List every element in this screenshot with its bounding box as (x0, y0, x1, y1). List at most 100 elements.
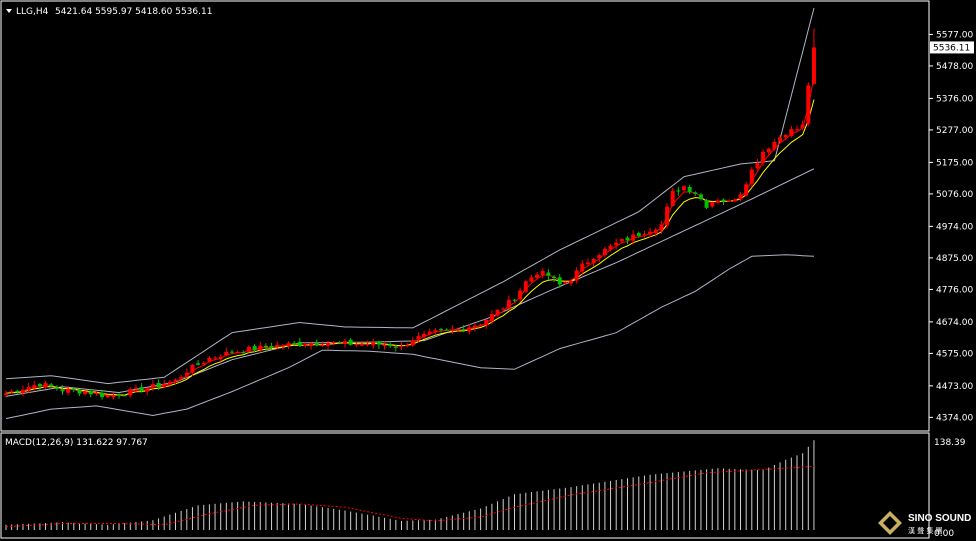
candle-body (71, 388, 76, 390)
symbol-label: LLG,H4 (16, 7, 49, 17)
macd-panel-frame (0, 432, 930, 539)
candle (66, 385, 71, 396)
candle-body (162, 384, 167, 388)
candle-body (66, 388, 71, 393)
candle-body (461, 329, 466, 331)
candle (326, 340, 331, 350)
price-tag-box (930, 41, 974, 54)
candle (772, 139, 777, 151)
candle (393, 344, 398, 352)
candle (811, 28, 816, 85)
current-price-tag: 5536.11 (930, 41, 974, 54)
candle-body (77, 390, 82, 394)
candle (670, 187, 675, 207)
macd-axis-bottom: 0.00 (934, 529, 954, 539)
candle-body (167, 381, 172, 385)
candle (461, 324, 466, 333)
candle-body (405, 345, 410, 347)
candle (608, 244, 613, 252)
candle-body (365, 344, 370, 346)
candle (546, 269, 551, 280)
candle (399, 342, 404, 351)
candle (738, 191, 743, 202)
candle (241, 350, 246, 354)
candle-body (444, 329, 449, 331)
candle-body (235, 351, 240, 353)
candle (60, 385, 65, 395)
candle-body (173, 379, 178, 382)
candle-body (732, 199, 737, 202)
candle-body (416, 335, 421, 340)
candle (167, 379, 172, 388)
candle-body (292, 343, 297, 345)
candle (585, 258, 590, 266)
candle (235, 350, 240, 354)
candle-body (439, 328, 444, 330)
candle-body (761, 151, 766, 163)
price-axis: 5577.00 5478.00 5376.00 5277.00 5175.00 5076.… (929, 30, 973, 423)
candle (778, 134, 783, 143)
logo-diamond-inner (883, 516, 897, 530)
candle (331, 341, 336, 346)
bb-upper-line (5, 7, 815, 385)
candle-body (670, 190, 675, 206)
candle (659, 220, 664, 235)
candle (359, 341, 364, 347)
candle-body (501, 308, 506, 310)
dropdown-arrow-icon[interactable] (6, 9, 12, 13)
candle-body (738, 194, 743, 200)
macd-indicator (5, 440, 815, 530)
candle (456, 327, 460, 333)
candle-body (179, 376, 184, 379)
candle (4, 390, 8, 398)
price-tick-label: 5277.00 (936, 126, 973, 136)
price-tick-label: 4674.00 (936, 318, 973, 328)
candle (320, 341, 325, 348)
candle (540, 268, 545, 279)
candle-body (665, 206, 670, 226)
candle-body (778, 137, 783, 142)
candle (789, 125, 794, 138)
candle (162, 379, 167, 388)
candle (501, 307, 506, 311)
candle (37, 382, 42, 391)
candle-body (258, 345, 263, 351)
candle-body (529, 277, 534, 282)
candle-body (631, 234, 636, 241)
main-chart-frame (0, 0, 930, 432)
candle-body (280, 345, 285, 347)
candle-body (26, 387, 31, 391)
candle (179, 374, 184, 381)
candle-body (309, 343, 314, 347)
candle (77, 388, 82, 397)
candle-body (246, 346, 251, 352)
candle-body (698, 194, 703, 200)
candle-body (574, 270, 579, 281)
candle (715, 198, 720, 205)
price-tick-label: 4473.00 (936, 382, 973, 392)
candle (506, 295, 511, 310)
candle (230, 349, 234, 354)
candle (614, 238, 619, 250)
ma-slow-line (5, 99, 815, 396)
candle-body (591, 259, 596, 264)
ohlc-values: 5421.64 5595.97 5418.60 5536.11 (55, 7, 212, 17)
candle (201, 361, 206, 366)
candle (523, 280, 528, 294)
candle-body (540, 270, 545, 275)
candle-body (506, 299, 511, 309)
candle (252, 343, 257, 352)
candle (472, 323, 477, 332)
candle (631, 230, 636, 245)
candle (512, 298, 517, 302)
candle (444, 328, 449, 331)
candle-body (682, 186, 686, 190)
candle (94, 391, 99, 396)
candle-body (54, 387, 59, 389)
candle (800, 120, 805, 131)
candle (653, 227, 658, 237)
candle (111, 392, 116, 400)
candle-body (704, 200, 709, 208)
candle-body (467, 327, 472, 332)
